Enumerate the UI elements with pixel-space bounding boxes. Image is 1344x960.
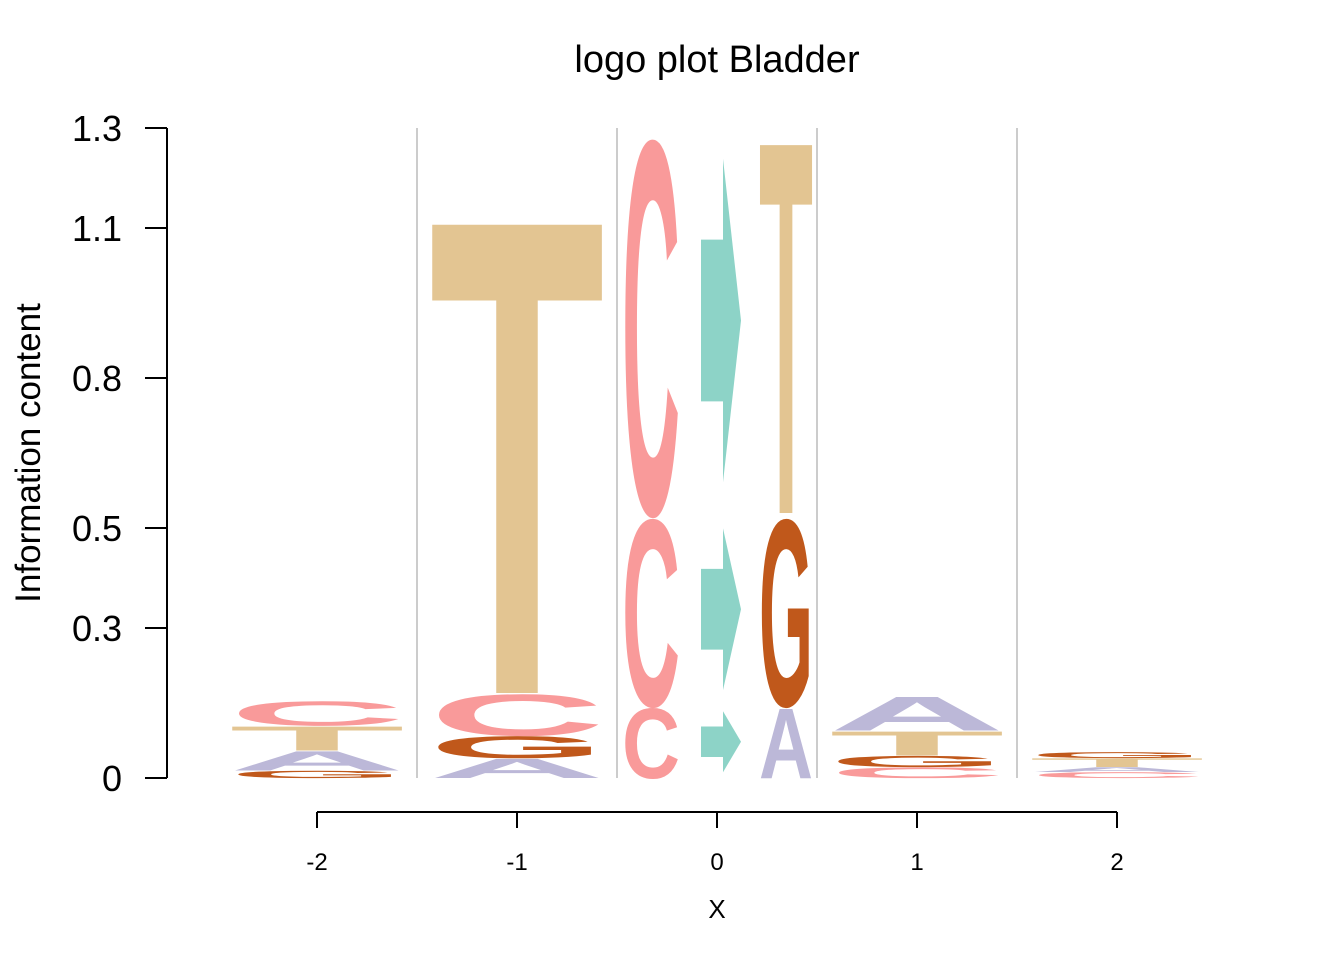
column-separators <box>416 128 1018 778</box>
logo-letter-C: C <box>829 764 1005 781</box>
y-tick-label: 0.5 <box>72 508 122 549</box>
logo-letter-C: C <box>429 682 605 748</box>
logo-letter-A: A <box>229 745 405 776</box>
y-tick-label: 1.1 <box>72 208 122 249</box>
logo-ref-letter-C: C <box>622 688 680 800</box>
logo-letter-G: G <box>829 753 1005 771</box>
x-tick-label: -1 <box>506 849 527 876</box>
logo-letter-T: T <box>429 77 605 838</box>
logo-alt-letter-G: G <box>759 465 813 763</box>
logo-ref-letter-C: C <box>622 31 680 628</box>
logo-letter-A: A <box>429 753 605 784</box>
x-tick-label: 0 <box>710 849 723 876</box>
y-axis: 0 0.3 0.5 0.8 1.1 1.3 <box>72 108 168 799</box>
y-tick-label: 0.8 <box>72 358 122 399</box>
logo-letter-G: G <box>1029 750 1205 759</box>
y-tick-label: 0.3 <box>72 608 122 649</box>
logo-letter-G: G <box>229 769 405 781</box>
logo-letter-C: C <box>229 694 405 733</box>
logo-letter-T: T <box>829 724 1005 763</box>
x-axis-label: X <box>708 894 725 924</box>
x-axis: -2 -1 0 1 2 <box>306 811 1124 876</box>
logo-alt-letter-T: T <box>759 30 813 627</box>
x-tick-label: -2 <box>306 849 327 876</box>
substitution-arrow <box>701 528 741 691</box>
logo-ref-letter-C: C <box>622 463 680 762</box>
logo-letter-T: T <box>1029 756 1205 770</box>
y-tick-label: 1.3 <box>72 108 122 149</box>
y-axis-label: Information content <box>9 303 48 603</box>
logo-alt-letter-A: A <box>759 687 813 799</box>
x-tick-label: 1 <box>910 849 923 876</box>
logo-letter-T: T <box>229 719 405 758</box>
chart-title: logo plot Bladder <box>574 39 860 81</box>
substitution-arrow <box>701 158 741 483</box>
x-tick-label: 2 <box>1110 849 1123 876</box>
y-tick-label: 0 <box>102 758 122 799</box>
logo-letter-G: G <box>429 730 605 765</box>
logo-letter-A: A <box>1029 766 1205 774</box>
logo-letter-C: C <box>1029 770 1205 779</box>
logo-letter-A: A <box>829 687 1005 741</box>
substitution-arrow <box>701 711 741 773</box>
